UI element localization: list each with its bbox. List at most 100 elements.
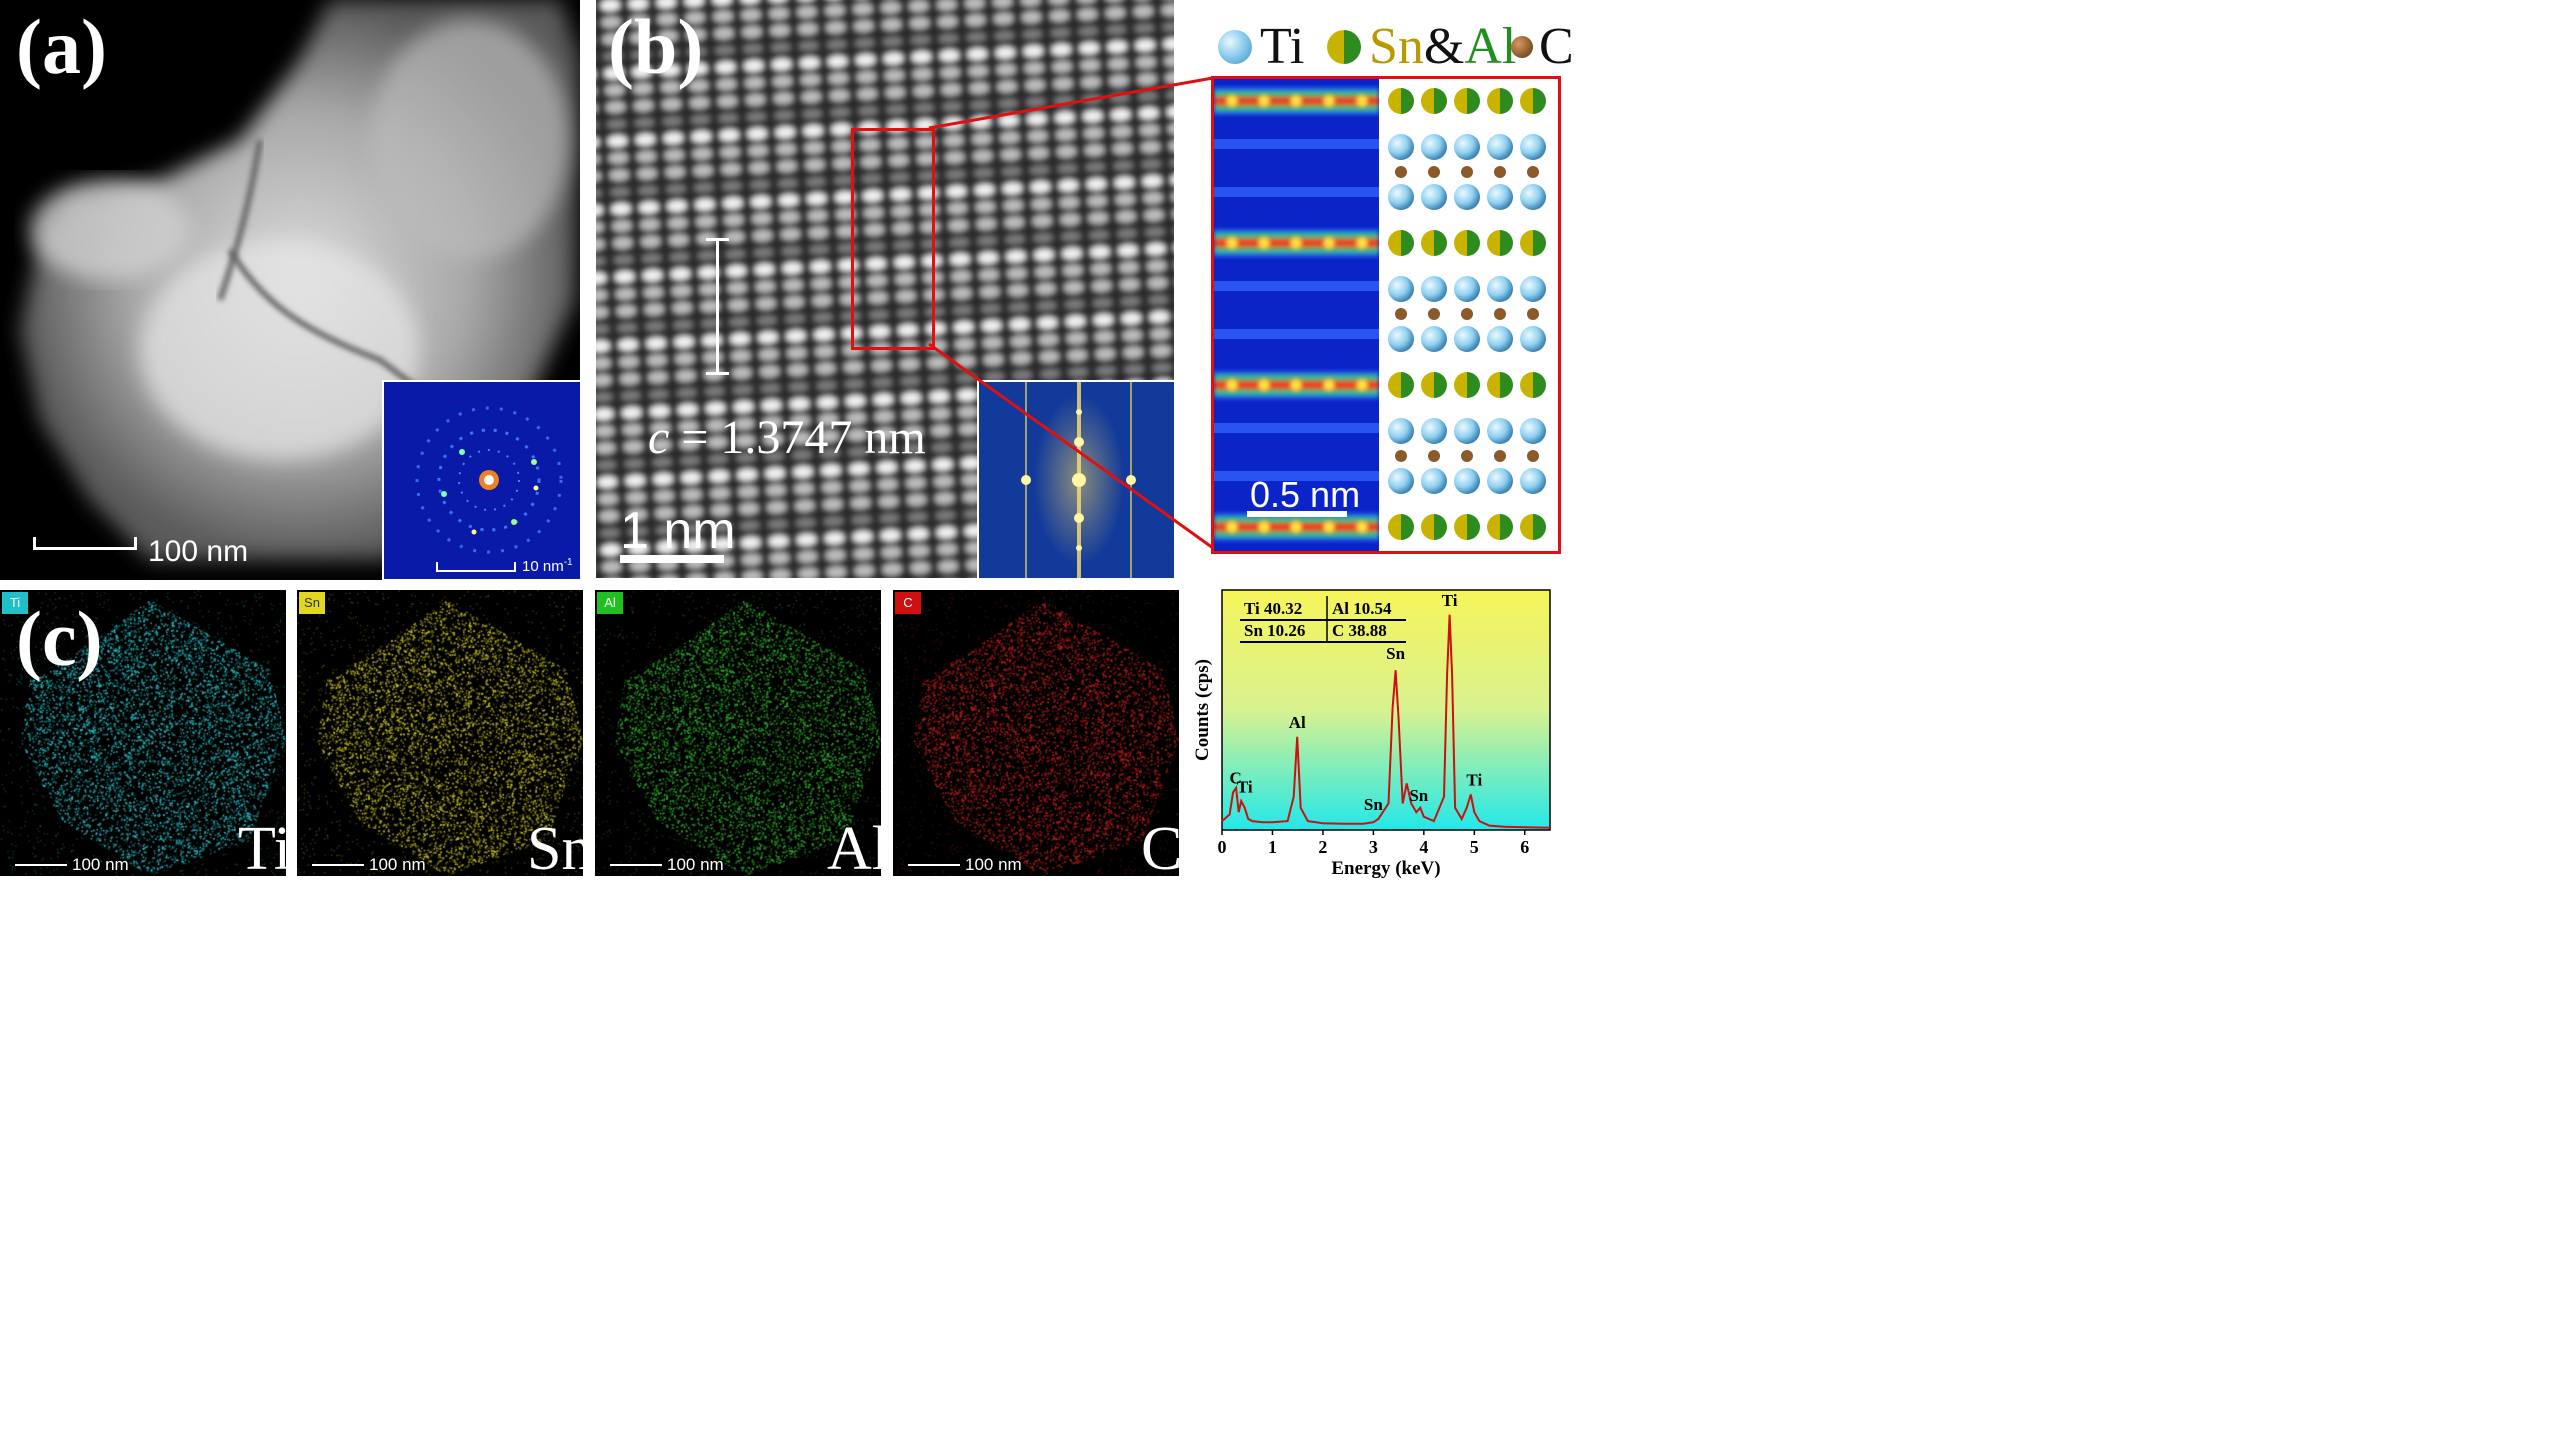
atomic-model xyxy=(1388,88,1546,540)
zoom-stem-map: 0.5 nm xyxy=(1214,79,1379,551)
inset-scale-sup: -1 xyxy=(563,557,573,568)
sn-al-atom-icon xyxy=(1327,30,1361,64)
element-chip-ti: Ti xyxy=(2,592,28,614)
ti-atom xyxy=(1421,184,1447,210)
sn-al-atom xyxy=(1487,230,1513,256)
c-atom xyxy=(1428,450,1440,462)
peak-label: Ti xyxy=(1442,591,1458,610)
ti-atom xyxy=(1487,134,1513,160)
selection-box xyxy=(851,128,935,350)
eds-map-sn: Sn Sn 100 nm xyxy=(297,590,583,876)
panel-letter-b: (b) xyxy=(608,3,704,90)
ti-atom xyxy=(1454,326,1480,352)
ti-atom xyxy=(1421,468,1447,494)
panel-letter-a: (a) xyxy=(16,3,107,90)
plot-area xyxy=(1221,589,1551,831)
scale-bar-label: 1 nm xyxy=(620,502,736,560)
sn-al-atom xyxy=(1520,88,1546,114)
peak-label: Sn xyxy=(1409,786,1428,805)
ti-atom xyxy=(1421,276,1447,302)
x-tick-label: 0 xyxy=(1218,837,1227,857)
sn-al-atom xyxy=(1388,230,1414,256)
x-tick-label: 6 xyxy=(1520,837,1529,857)
ti-atom xyxy=(1454,468,1480,494)
ti-atom xyxy=(1487,184,1513,210)
ti-atom xyxy=(1454,184,1480,210)
eds-noise-sn xyxy=(297,590,583,876)
inset-scale-label: 10 nm xyxy=(522,558,564,575)
c-atom xyxy=(1494,166,1506,178)
stem-intensity-map xyxy=(1214,79,1379,551)
c-measure-bar xyxy=(716,238,719,373)
ti-atom xyxy=(1487,276,1513,302)
c-atom xyxy=(1428,308,1440,320)
table-cell: Sn 10.26 xyxy=(1244,621,1305,640)
peak-label: Ti xyxy=(1237,777,1253,796)
sn-al-atom xyxy=(1487,514,1513,540)
legend-amp: & xyxy=(1423,18,1465,75)
c-atom xyxy=(1461,166,1473,178)
legend-al: Al xyxy=(1464,18,1517,75)
ti-atom xyxy=(1454,276,1480,302)
sn-al-atom xyxy=(1487,372,1513,398)
ti-atom xyxy=(1388,134,1414,160)
atom-legend: Ti Sn&Al C xyxy=(1215,21,1574,73)
c-atom xyxy=(1395,450,1407,462)
c-atom xyxy=(1527,450,1539,462)
composition-table: Ti 40.32 Al 10.54 Sn 10.26 C 38.88 xyxy=(1240,596,1406,643)
peak-label: Sn xyxy=(1386,644,1405,663)
ti-atom-icon xyxy=(1218,30,1252,64)
x-tick-label: 3 xyxy=(1369,837,1378,857)
ti-atom xyxy=(1454,134,1480,160)
element-chip-sn: Sn xyxy=(299,592,325,614)
ti-atom xyxy=(1487,468,1513,494)
ti-atom xyxy=(1520,418,1546,444)
ti-atom xyxy=(1487,418,1513,444)
y-axis-label: Counts (cps) xyxy=(1192,659,1213,761)
eds-noise-ti xyxy=(0,590,286,876)
ti-atom xyxy=(1388,468,1414,494)
sn-al-atom xyxy=(1421,372,1447,398)
saed-pattern xyxy=(415,406,563,554)
c-atom-icon xyxy=(1511,36,1533,58)
x-tick-label: 5 xyxy=(1470,837,1479,857)
ti-atom xyxy=(1520,276,1546,302)
eds-scale-sn: 100 nm xyxy=(369,855,426,874)
table-cell: Ti 40.32 xyxy=(1244,599,1302,618)
panel-a-image: 100 nm 10 nm-1 (a) xyxy=(0,0,580,580)
sn-al-atom xyxy=(1421,514,1447,540)
element-chip-c: C xyxy=(895,592,921,614)
x-tick-label: 4 xyxy=(1419,837,1428,857)
eds-map-c: C C 100 nm xyxy=(893,590,1179,876)
c-atom xyxy=(1395,308,1407,320)
sn-al-atom xyxy=(1454,514,1480,540)
ti-atom xyxy=(1520,184,1546,210)
legend-sn: Sn xyxy=(1369,18,1424,75)
sn-al-atom xyxy=(1388,88,1414,114)
sn-al-atom xyxy=(1487,88,1513,114)
panel-letter-c: (c) xyxy=(16,595,103,682)
c-atom xyxy=(1494,450,1506,462)
c-atom xyxy=(1527,166,1539,178)
ti-atom xyxy=(1388,326,1414,352)
diffraction-inset: 10 nm-1 xyxy=(382,380,580,580)
zoom-scale-bar xyxy=(1247,511,1347,517)
ti-atom xyxy=(1388,418,1414,444)
eds-scale-c: 100 nm xyxy=(965,855,1022,874)
scale-bar-label: 100 nm xyxy=(148,535,249,568)
ti-atom xyxy=(1520,326,1546,352)
ti-atom xyxy=(1388,276,1414,302)
legend-c: C xyxy=(1539,18,1574,75)
zoom-scale-label: 0.5 nm xyxy=(1250,474,1361,515)
sn-al-atom xyxy=(1520,514,1546,540)
sn-al-atom xyxy=(1388,514,1414,540)
peak-label: Ti xyxy=(1466,771,1482,790)
fft-inset xyxy=(977,380,1174,578)
lattice-value: = 1.3747 nm xyxy=(681,411,926,464)
spectrum-line xyxy=(1221,614,1551,829)
ti-atom xyxy=(1388,184,1414,210)
c-atom xyxy=(1461,450,1473,462)
element-label-sn: Sn xyxy=(527,815,583,876)
sn-al-atom xyxy=(1421,88,1447,114)
